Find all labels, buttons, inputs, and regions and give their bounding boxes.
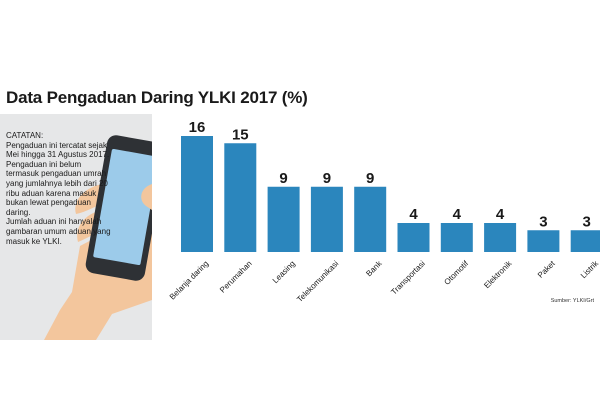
data-label-1: 15	[232, 126, 249, 143]
category-label-1: Perumahan	[218, 259, 254, 295]
category-label-6: Otomotif	[442, 258, 470, 286]
category-label-7: Elektronik	[482, 258, 514, 290]
data-label-8: 3	[539, 213, 547, 230]
bar-2	[267, 186, 300, 252]
data-label-4: 9	[366, 170, 374, 187]
bar-8	[527, 230, 560, 252]
bar-6	[440, 223, 473, 252]
data-label-5: 4	[409, 206, 418, 223]
category-label-8: Paket	[536, 258, 557, 279]
data-label-0: 16	[189, 119, 206, 136]
bar-0	[181, 136, 213, 252]
category-label-3: Telekomunikasi	[295, 259, 340, 304]
data-label-9: 3	[583, 213, 591, 230]
chart-title: Data Pengaduan Daring YLKI 2017 (%)	[6, 88, 308, 107]
data-label-7: 4	[496, 206, 505, 223]
note-paragraph-2: Jumlah aduan ini hanyalah gambaran umum …	[6, 217, 111, 246]
bar-3	[310, 186, 343, 252]
category-label-5: Transportasi	[389, 259, 427, 297]
bar-1	[224, 143, 257, 252]
hand-holding-phone-icon	[44, 135, 152, 340]
data-label-6: 4	[453, 206, 462, 223]
category-label-9: Listrik	[579, 258, 600, 280]
category-label-4: Bank	[364, 258, 384, 278]
bar-4	[354, 186, 387, 252]
data-label-2: 9	[279, 170, 287, 187]
note-paragraph-1: Pengaduan ini tercatat sejak Mei hingga …	[6, 140, 110, 217]
bar-9	[570, 230, 600, 252]
bar-5	[397, 223, 430, 252]
source-note: Sumber: YLKI/Grt	[550, 298, 594, 304]
note-text: CATATAN: Pengaduan ini tercatat sejak Me…	[6, 131, 112, 246]
category-label-2: Leasing	[271, 259, 297, 285]
data-label-3: 9	[323, 170, 331, 187]
note-heading: CATATAN:	[6, 131, 44, 140]
bar-7	[484, 223, 517, 252]
category-label-0: Belanja daring	[168, 259, 211, 302]
